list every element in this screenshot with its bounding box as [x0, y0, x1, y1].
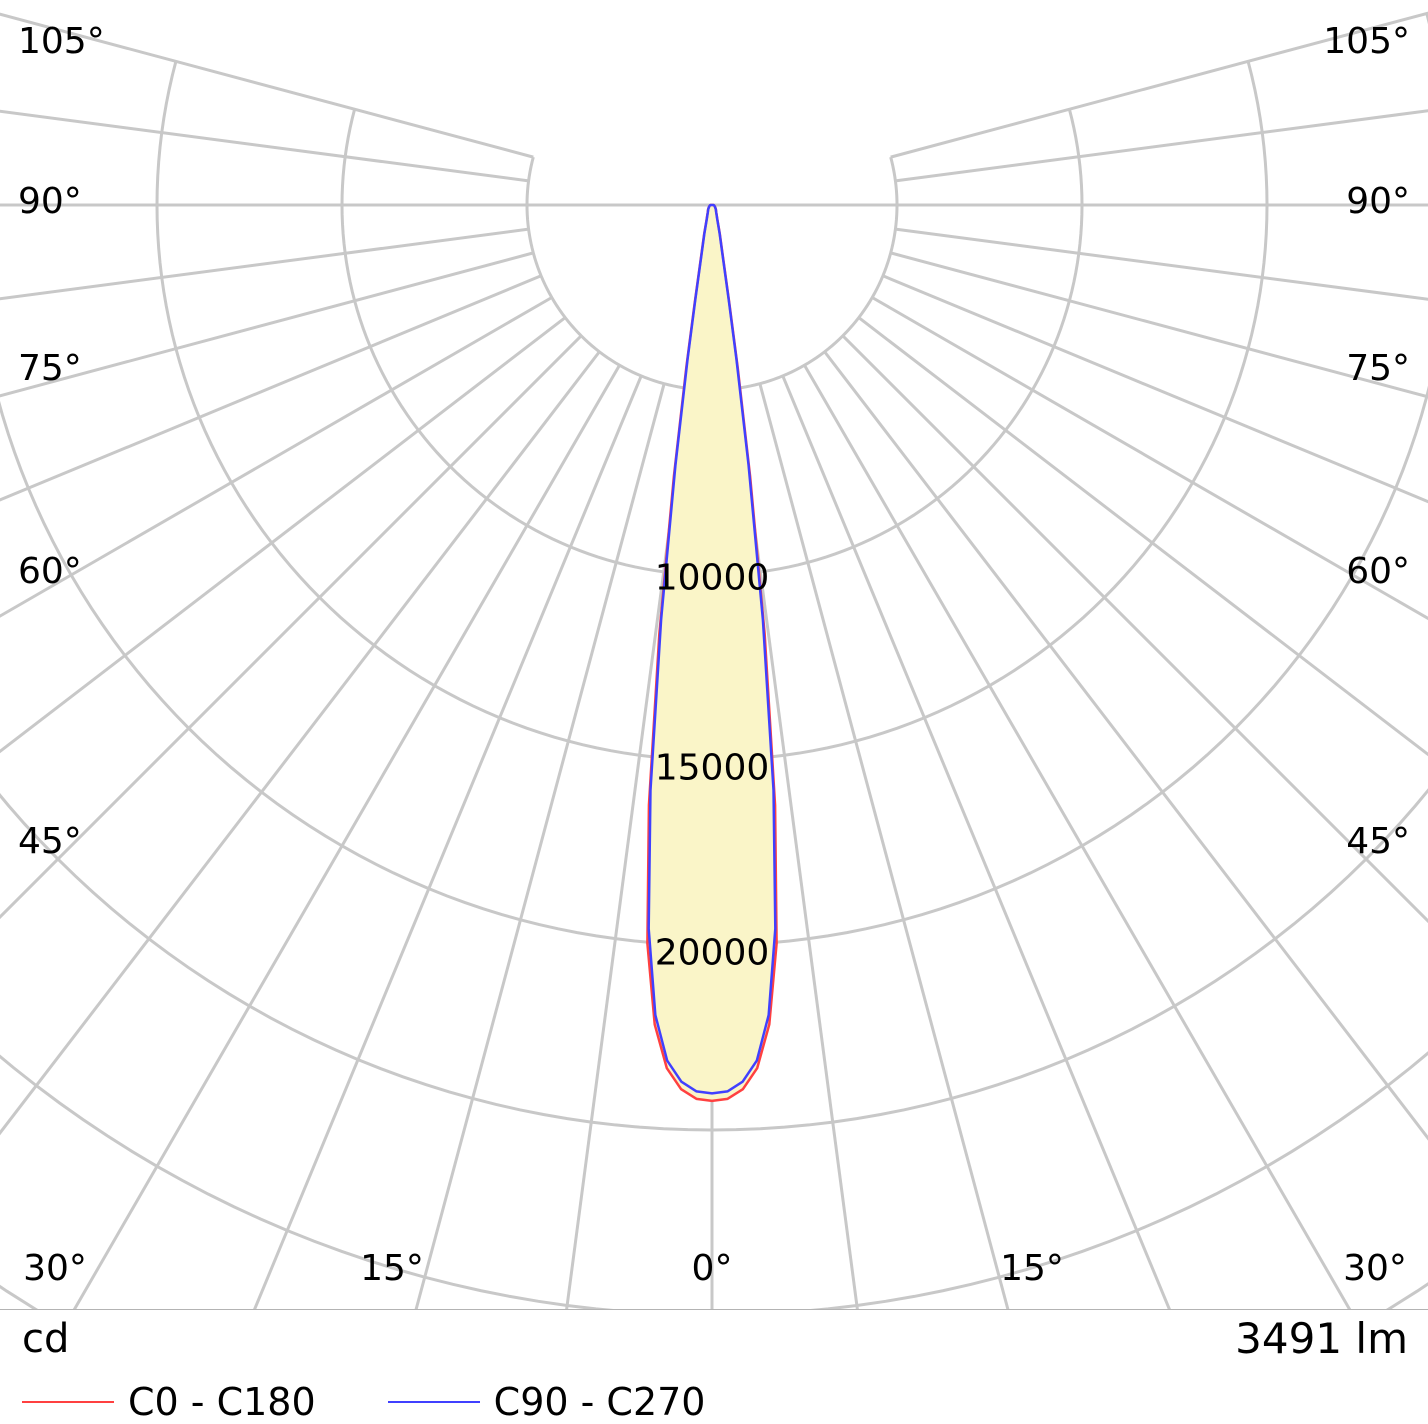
curve-c90-c270 — [647, 203, 777, 1095]
grid-spoke-minor — [252, 375, 643, 1310]
ring-value-label: 15000 — [654, 747, 770, 789]
footer-divider — [0, 1309, 1428, 1310]
grid-spoke-minor — [0, 274, 542, 502]
angle-label-bottom-1: 15° — [360, 1248, 424, 1289]
grid-spoke-minor — [895, 109, 1428, 183]
ring-value-label: 20000 — [654, 932, 770, 974]
grid-spoke-major — [0, 334, 583, 920]
legend-line-swatch — [22, 1401, 114, 1403]
grid-spoke-major — [803, 364, 1352, 1310]
unit-label: cd — [22, 1316, 70, 1362]
grid-spoke-minor — [0, 350, 601, 1136]
grid-spoke-minor — [781, 375, 1172, 1310]
angle-label-left-45: 45° — [18, 821, 82, 862]
grid-spoke-minor — [0, 227, 529, 301]
legend-label: C0 - C180 — [128, 1380, 316, 1424]
grid-spoke-minor — [0, 109, 529, 183]
angle-label-right-75: 75° — [1346, 348, 1410, 389]
angle-label-left-105: 105° — [18, 21, 105, 62]
angle-label-right-90: 90° — [1346, 181, 1410, 222]
angle-label-left-60: 60° — [18, 551, 82, 592]
polar-plot-canvas — [0, 11, 1428, 1310]
grid-spoke-major — [0, 251, 534, 398]
angle-label-bottom-2: 0° — [691, 1248, 733, 1289]
grid-spoke-minor — [0, 316, 567, 754]
angle-label-right-60: 60° — [1346, 551, 1410, 592]
grid-spoke-major — [841, 334, 1428, 924]
grid-spoke-major — [0, 12, 534, 159]
grid-spoke-minor — [823, 350, 1428, 1141]
legend-item-c0-c180[interactable]: C0 - C180 — [22, 1380, 316, 1424]
angle-label-right-45: 45° — [1346, 821, 1410, 862]
chart-legend: C0 - C180 C90 - C270 — [22, 1380, 777, 1424]
intensity-curves — [646, 203, 778, 1103]
grid-spoke-major — [871, 296, 1428, 621]
legend-item-c90-c270[interactable]: C90 - C270 — [387, 1380, 706, 1424]
grid-spoke-major — [0, 296, 553, 618]
grid-spoke-minor — [882, 274, 1428, 504]
grid-spoke-minor — [565, 388, 690, 1310]
legend-label: C90 - C270 — [493, 1380, 706, 1424]
luminous-flux-label: 3491 lm — [1235, 1314, 1408, 1363]
chart-footer: cd 3491 lm C0 - C180 C90 - C270 — [0, 1310, 1428, 1424]
angle-label-right-105: 105° — [1323, 21, 1410, 62]
grid-spoke-minor — [734, 388, 859, 1310]
angle-label-bottom-4: 30° — [1343, 1248, 1407, 1289]
legend-line-swatch — [387, 1401, 480, 1403]
angle-label-left-75: 75° — [18, 348, 82, 389]
angle-label-left-90: 90° — [18, 181, 82, 222]
grid-spoke-major — [72, 364, 621, 1310]
grid-spoke-major — [890, 251, 1428, 399]
grid-spoke-minor — [857, 316, 1428, 757]
angle-label-bottom-3: 15° — [1000, 1248, 1064, 1289]
ring-value-label: 10000 — [654, 557, 770, 599]
angle-label-bottom-0: 30° — [23, 1248, 87, 1289]
grid-spoke-major — [758, 383, 1010, 1310]
grid-spoke-major — [890, 11, 1428, 159]
grid-spoke-major — [414, 383, 666, 1310]
grid-spoke-minor — [895, 227, 1428, 301]
